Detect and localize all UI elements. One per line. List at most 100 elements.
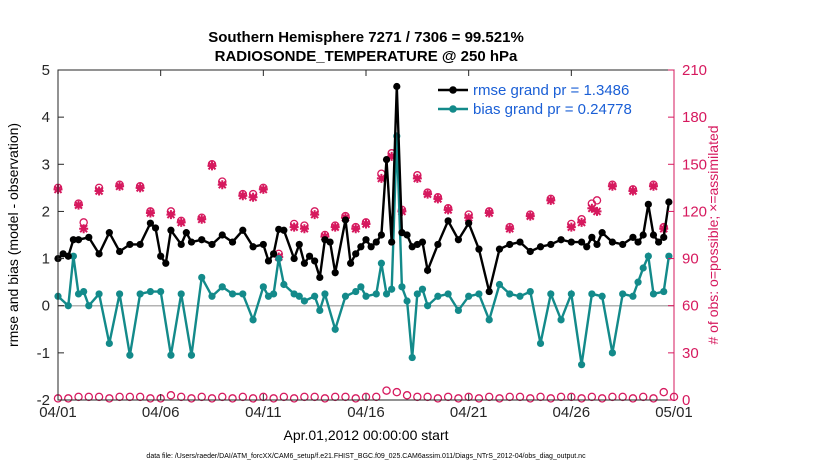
obs-assimilated-point [566,222,576,232]
rmse-point [547,240,555,249]
bias-point [239,290,247,298]
bias-point [311,292,319,300]
bias-point [454,306,462,315]
y-tick-label: 4 [42,109,50,126]
obs-assimilated-point [351,224,361,234]
bias-point [608,349,617,357]
rmse-point [377,231,385,239]
rmse-point [475,245,483,253]
bias-point [382,290,391,298]
obs-assimilated-point [207,161,217,171]
obs-assimilated-point [145,208,155,218]
obs-assimilated-point [166,210,176,220]
bias-point [629,292,637,300]
y-tick-label: 5 [42,62,50,79]
obs-assimilated-point [361,219,371,229]
y-tick-label: 3 [42,156,50,173]
rmse-point [198,236,206,244]
plot-background [58,70,674,400]
bias-point [157,287,165,296]
rmse-point [239,226,247,234]
rmse-point [187,238,196,246]
rmse-point [495,245,504,253]
rmse-point [218,231,226,239]
bias-point [578,361,586,369]
x-tick-label: 04/21 [450,404,488,421]
rmse-point [259,240,267,249]
bias-point [218,283,226,291]
rmse-point [536,243,545,251]
obs-possible-point [597,394,607,403]
bias-point [644,252,652,260]
bias-point [116,290,124,298]
rmse-point [388,238,396,246]
x-tick-label: 05/01 [655,404,693,421]
bias-point [388,285,396,293]
bias-point [259,283,267,291]
rmse-point [85,233,93,241]
bias-point [187,351,196,359]
bias-point [547,290,555,298]
x-tick-label: 04/26 [553,404,591,421]
rmse-point [280,226,288,234]
rmse-point [629,233,637,241]
chart-subtitle: RADIOSONDE_TEMPERATURE @ 250 hPa [215,48,518,65]
obs-possible-point [495,394,504,403]
rmse-point [295,240,303,249]
rmse-point [644,200,652,208]
rmse-point [506,240,514,249]
bias-point [598,292,606,300]
y-right-tick-label: 60 [682,298,699,315]
y-right-tick-label: 180 [682,109,707,126]
bias-point [660,287,668,296]
obs-assimilated-point [79,224,89,234]
rmse-point [593,240,601,249]
obs-assimilated-point [310,210,320,220]
bias-point [249,316,257,324]
bias-point [275,254,283,263]
obs-assimilated-point [238,191,248,201]
y-right-tick-label: 150 [682,156,707,173]
obs-assimilated-point [74,200,84,210]
obs-assimilated-point [587,203,597,213]
obs-assimilated-point [248,192,258,202]
rmse-point [305,252,314,260]
bias-point [295,292,303,300]
rmse-point [290,254,298,263]
rmse-point [300,259,308,267]
obs-assimilated-point [546,195,556,205]
rmse-point [649,231,658,239]
bias-point [341,292,350,300]
legend-bias-label: bias grand pr = 0.24778 [473,101,632,118]
obs-assimilated-point [443,205,453,215]
plot-area [58,70,674,400]
rmse-point [465,219,473,227]
rmse-point [162,259,170,267]
bias-point [270,290,278,298]
rmse-point [95,250,103,258]
bias-point [126,351,134,359]
bias-point [321,290,329,298]
rmse-point [608,238,617,246]
rmse-point [69,236,77,244]
bias-point [357,283,365,291]
obs-possible-point [577,394,586,403]
rmse-point [249,243,257,251]
rmse-point [382,155,391,164]
obs-possible-point [248,394,258,403]
obs-assimilated-point [659,224,669,234]
bias-point [136,290,144,298]
x-tick-label: 04/01 [39,404,77,421]
bias-point [403,297,411,305]
rmse-point [434,240,442,249]
obs-assimilated-point [330,222,340,232]
bias-point [85,302,93,310]
bias-point [146,287,154,296]
obs-possible-point [592,196,602,205]
rmse-point [526,247,534,256]
bias-point [557,316,565,324]
obs-assimilated-point [412,173,422,183]
rmse-point [228,238,237,246]
bias-point [516,292,524,300]
